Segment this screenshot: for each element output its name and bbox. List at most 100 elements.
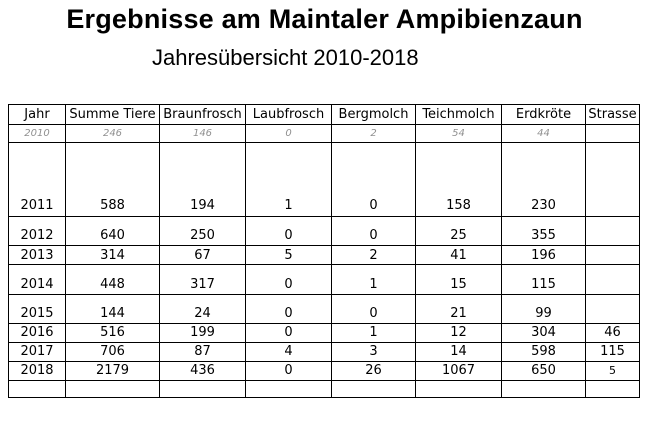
- table-cell: 2015: [8, 293, 66, 324]
- table-cell: [331, 379, 416, 399]
- table-cell: 26: [331, 360, 416, 381]
- table-cell: 1067: [415, 360, 502, 381]
- table-row: 2018 2179 436 0 26 1067 650 5: [8, 360, 640, 381]
- table-cell: 25: [415, 216, 502, 247]
- table-cell: 304: [501, 322, 586, 343]
- table-cell: [585, 216, 640, 247]
- table-cell: [585, 245, 640, 266]
- header-teichmolch: Teichmolch: [415, 104, 502, 125]
- table-cell: 0: [245, 360, 332, 381]
- table-row: 2011 588 194 1 0 158 230: [8, 142, 640, 218]
- table-cell: [501, 379, 586, 399]
- table-cell: 246: [65, 123, 160, 144]
- table-cell: 2011: [8, 142, 66, 218]
- table-cell: 2: [331, 245, 416, 266]
- table-cell: 0: [245, 293, 332, 324]
- table-cell: 4: [245, 341, 332, 362]
- table-cell: 3: [331, 341, 416, 362]
- table-cell: 598: [501, 341, 586, 362]
- table-cell: 41: [415, 245, 502, 266]
- table-cell: 194: [159, 142, 246, 218]
- table-row: 2014 448 317 0 1 15 115: [8, 264, 640, 295]
- table-cell: 650: [501, 360, 586, 381]
- table-cell: 115: [501, 264, 586, 295]
- table-cell: 67: [159, 245, 246, 266]
- table-cell: 1: [331, 264, 416, 295]
- table-cell: 196: [501, 245, 586, 266]
- table-cell: 2012: [8, 216, 66, 247]
- table-row: 2015 144 24 0 0 21 99: [8, 293, 640, 324]
- table-cell: 0: [245, 264, 332, 295]
- table-cell: 516: [65, 322, 160, 343]
- table-cell: 99: [501, 293, 586, 324]
- table-cell: 448: [65, 264, 160, 295]
- table-cell: 146: [159, 123, 246, 144]
- table-cell: 14: [415, 341, 502, 362]
- table-cell: 0: [331, 216, 416, 247]
- empty-row: [8, 379, 640, 399]
- table-cell: 2: [331, 123, 416, 144]
- header-laubfrosch: Laubfrosch: [245, 104, 332, 125]
- header-year: Jahr: [8, 104, 66, 125]
- header-total: Summe Tiere: [65, 104, 160, 125]
- results-table: Jahr Summe Tiere Braunfrosch Laubfrosch …: [8, 104, 640, 399]
- table-cell: 314: [65, 245, 160, 266]
- table-cell: 640: [65, 216, 160, 247]
- document-title: Ergebnisse am Maintaler Ampibienzaun: [66, 4, 583, 34]
- table-cell: 2013: [8, 245, 66, 266]
- table-cell: 1: [331, 322, 416, 343]
- header-erdkroete: Erdkröte: [501, 104, 586, 125]
- table-cell: 0: [331, 142, 416, 218]
- table-cell: 230: [501, 142, 586, 218]
- table-cell: [585, 264, 640, 295]
- table-row: 2012 640 250 0 0 25 355: [8, 216, 640, 247]
- table-cell: 12: [415, 322, 502, 343]
- table-cell: [159, 379, 246, 399]
- table-row: 2017 706 87 4 3 14 598 115: [8, 341, 640, 362]
- table-cell: [415, 379, 502, 399]
- table-cell: 250: [159, 216, 246, 247]
- table-cell: [585, 293, 640, 324]
- table-cell: 2018: [8, 360, 66, 381]
- table-cell: 199: [159, 322, 246, 343]
- table-cell: 0: [245, 123, 332, 144]
- table-cell: [585, 123, 640, 144]
- table-cell: 44: [501, 123, 586, 144]
- table-cell: 15: [415, 264, 502, 295]
- reference-row-2010: 2010 246 146 0 2 54 44: [8, 123, 640, 144]
- table-row: 2016 516 199 0 1 12 304 46: [8, 322, 640, 343]
- table-cell: 21: [415, 293, 502, 324]
- table-cell: 436: [159, 360, 246, 381]
- table-cell: 24: [159, 293, 246, 324]
- table-cell: 115: [585, 341, 640, 362]
- table-cell: 2014: [8, 264, 66, 295]
- table-cell: 588: [65, 142, 160, 218]
- table-cell: 5: [585, 360, 640, 381]
- table-cell: 158: [415, 142, 502, 218]
- table-row: 2013 314 67 5 2 41 196: [8, 245, 640, 266]
- header-bergmolch: Bergmolch: [331, 104, 416, 125]
- table-cell: [585, 142, 640, 218]
- table-cell: 0: [245, 216, 332, 247]
- table-cell: 144: [65, 293, 160, 324]
- table-cell: [585, 379, 640, 399]
- table-cell: 355: [501, 216, 586, 247]
- table-cell: [65, 379, 160, 399]
- table-cell: 46: [585, 322, 640, 343]
- table-cell: 2017: [8, 341, 66, 362]
- table-cell: 2010: [8, 123, 66, 144]
- table-cell: 5: [245, 245, 332, 266]
- table-cell: [245, 379, 332, 399]
- document-subtitle: Jahresübersicht 2010-2018: [152, 45, 419, 70]
- table-cell: [8, 379, 66, 399]
- table-cell: 0: [331, 293, 416, 324]
- table-cell: 317: [159, 264, 246, 295]
- header-braunfrosch: Braunfrosch: [159, 104, 246, 125]
- table-cell: 1: [245, 142, 332, 218]
- table-cell: 0: [245, 322, 332, 343]
- table-cell: 87: [159, 341, 246, 362]
- header-row: Jahr Summe Tiere Braunfrosch Laubfrosch …: [8, 104, 640, 125]
- table-cell: 54: [415, 123, 502, 144]
- header-strasse: Strasse: [585, 104, 640, 125]
- table-cell: 2016: [8, 322, 66, 343]
